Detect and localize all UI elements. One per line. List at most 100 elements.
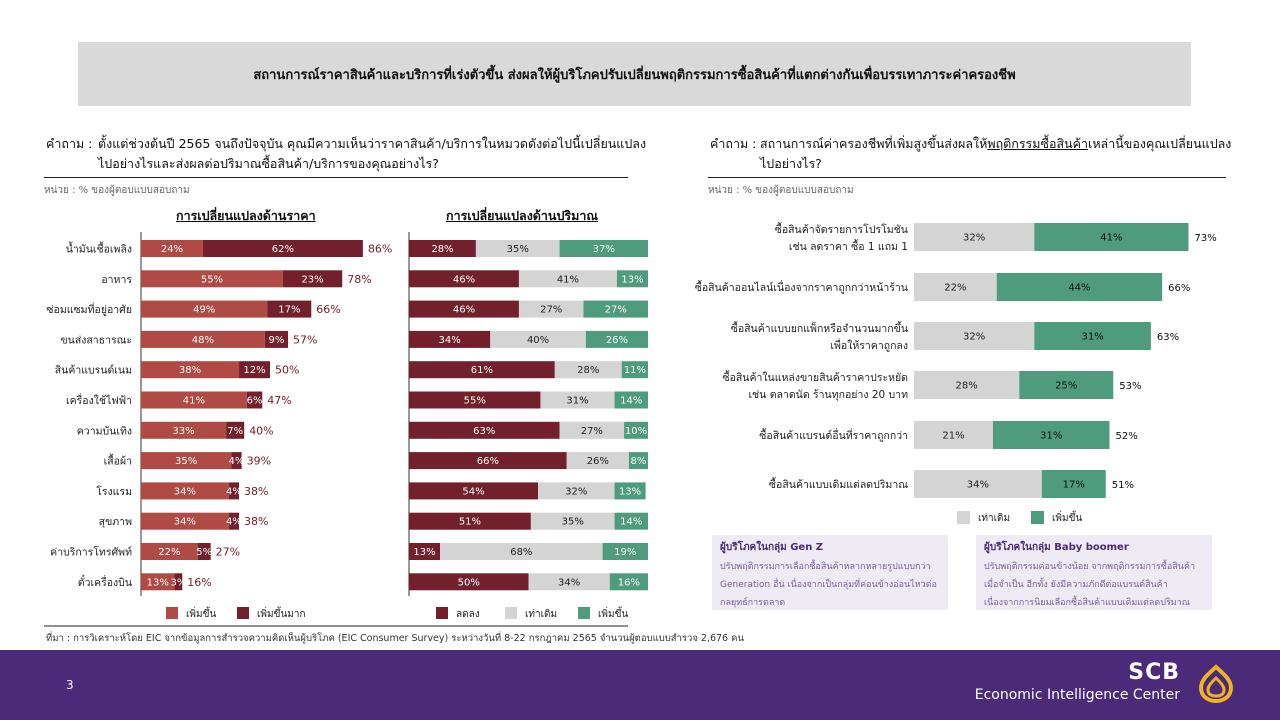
boomer-note-body: ปรับพฤติกรรมค่อนข้างน้อย จากพฤติกรรมการซ… bbox=[984, 562, 1196, 608]
qty-bar-same-label: 35% bbox=[507, 244, 529, 255]
qty-bar-decrease-label: 34% bbox=[439, 335, 461, 346]
brand-name: SCB bbox=[1128, 660, 1180, 685]
qty-bar-same bbox=[528, 573, 610, 591]
price-bar-rise-much-label: 12% bbox=[243, 365, 265, 376]
behavior-bar-same bbox=[914, 421, 993, 449]
boomer-note-title: ผู้บริโภคในกลุ่ม Baby boomer bbox=[984, 542, 1129, 553]
qty-bar-same bbox=[490, 330, 586, 348]
qty-bar-same bbox=[518, 300, 584, 318]
price-chart-title: การเปลี่ยนแปลงด้านราคา bbox=[176, 208, 316, 223]
qty-bar-increase bbox=[616, 270, 648, 288]
qty-bar-same-label: 27% bbox=[540, 305, 562, 316]
price-bar-rise-much-label: 3% bbox=[170, 577, 186, 588]
behavior-total-label: 51% bbox=[1112, 480, 1134, 491]
qty-bar-increase bbox=[614, 482, 646, 500]
qty-bar-same-label: 26% bbox=[587, 456, 609, 467]
price-bar-rise-label: 38% bbox=[179, 365, 201, 376]
behavior-bar-same-label: 34% bbox=[967, 480, 989, 491]
qty-bar-increase-label: 11% bbox=[624, 365, 646, 376]
qty-bar-increase-label: 37% bbox=[593, 244, 615, 255]
price-bar-rise-label: 24% bbox=[161, 244, 183, 255]
qty-bar-decrease bbox=[409, 573, 529, 591]
behavior-bar-increase-label: 31% bbox=[1081, 332, 1103, 343]
legend-decrease-label: ลดลง bbox=[456, 609, 480, 620]
price-total-label: 38% bbox=[244, 485, 268, 498]
legend-rise-swatch bbox=[166, 607, 178, 619]
qty-bar-decrease-label: 13% bbox=[413, 547, 435, 558]
behavior-bar-increase-label: 31% bbox=[1040, 431, 1062, 442]
price-bar-rise-much-label: 5% bbox=[196, 547, 212, 558]
qty-bar-same bbox=[538, 482, 615, 500]
behavior-bar-increase bbox=[1034, 322, 1151, 350]
behavior-category-label: ซื้อสินค้าแบรนด์อื่นที่ราคาถูกกว่า bbox=[759, 428, 908, 442]
price-bar-rise-much bbox=[174, 573, 183, 591]
qty-bar-same-label: 68% bbox=[510, 547, 532, 558]
right-question: คำถาม : สถานการณ์ค่าครองชีพที่เพิ่มสูงขึ… bbox=[710, 134, 1250, 176]
behavior-bar-increase bbox=[1041, 470, 1106, 498]
behavior-bar-same-label: 32% bbox=[963, 233, 985, 244]
qty-bar-increase-label: 19% bbox=[614, 547, 636, 558]
qty-bar-decrease-label: 61% bbox=[471, 365, 493, 376]
behavior-bar-increase bbox=[1034, 223, 1189, 251]
qty-bar-decrease bbox=[409, 270, 519, 288]
price-bar-rise bbox=[141, 543, 198, 560]
qty-bar-decrease bbox=[409, 452, 567, 470]
right-question-line2: ไปอย่างไร? bbox=[760, 156, 822, 171]
price-total-label: 40% bbox=[249, 424, 273, 437]
qty-bar-decrease bbox=[409, 421, 560, 439]
price-bar-rise-much bbox=[202, 240, 363, 257]
qty-bar-decrease bbox=[409, 482, 539, 500]
price-bar-rise-much-label: 6% bbox=[247, 396, 263, 407]
price-total-label: 86% bbox=[368, 243, 392, 256]
qty-bar-increase-label: 27% bbox=[605, 305, 627, 316]
price-bar-rise-label: 33% bbox=[172, 426, 194, 437]
behavior-category-label: เช่น ลดราคา ซื้อ 1 แถม 1 bbox=[789, 239, 908, 253]
qty-bar-decrease-label: 50% bbox=[458, 577, 480, 588]
behavior-total-label: 63% bbox=[1157, 332, 1179, 343]
behavior-bar-increase bbox=[996, 273, 1163, 301]
price-bar-rise-much bbox=[228, 482, 240, 500]
qty-bar-increase-label: 14% bbox=[620, 517, 642, 528]
behavior-bar-same bbox=[914, 371, 1020, 399]
qty-bar-increase bbox=[624, 421, 648, 439]
qty-bar-decrease-label: 63% bbox=[473, 426, 495, 437]
behavior-total-label: 73% bbox=[1194, 233, 1216, 244]
price-bar-rise-much-label: 4% bbox=[226, 486, 242, 497]
legend-behavior-increase-swatch bbox=[1031, 511, 1044, 524]
qty-bar-same-label: 34% bbox=[558, 577, 580, 588]
price-bar-rise bbox=[141, 573, 175, 591]
behavior-bar-same bbox=[914, 273, 997, 301]
qty-bar-increase bbox=[621, 361, 648, 379]
behavior-bar-same-label: 28% bbox=[956, 381, 978, 392]
boomer-note: ผู้บริโภคในกลุ่ม Baby boomer ปรับพฤติกรร… bbox=[976, 535, 1212, 610]
legend-behavior-same-swatch bbox=[957, 511, 970, 524]
qty-bar-increase-label: 26% bbox=[606, 335, 628, 346]
price-bar-rise-much bbox=[282, 270, 343, 288]
qty-bar-decrease-label: 46% bbox=[453, 305, 475, 316]
page-number: 3 bbox=[66, 678, 74, 692]
header-box: สถานการณ์ราคาสินค้าและบริการที่เร่งตัวขึ… bbox=[78, 42, 1191, 106]
qty-bar-increase bbox=[559, 240, 648, 257]
price-bar-rise bbox=[141, 482, 229, 500]
qty-bar-increase-label: 14% bbox=[620, 396, 642, 407]
legend-same-swatch bbox=[505, 607, 517, 619]
price-bar-rise bbox=[141, 270, 283, 288]
price-bar-rise-much bbox=[267, 300, 312, 318]
price-category-label: เครื่องใช้ไฟฟ้า bbox=[66, 393, 132, 407]
price-bar-rise bbox=[141, 300, 268, 318]
price-category-label: ซ่อมแซมที่อยู่อาศัย bbox=[46, 302, 132, 316]
legend-rise-label: เพิ่มขึ้น bbox=[186, 606, 216, 620]
price-bar-rise-label: 41% bbox=[183, 396, 205, 407]
price-total-label: 27% bbox=[216, 546, 240, 559]
behavior-bar-increase-label: 44% bbox=[1068, 283, 1090, 294]
right-question-line1: สถานการณ์ค่าครองชีพที่เพิ่มสูงขึ้นส่งผลใ… bbox=[760, 134, 1231, 154]
legend-same-label: เท่าเดิม bbox=[525, 609, 557, 620]
price-bar-rise bbox=[141, 361, 240, 379]
legend-behavior-increase-label: เพิ่มขึ้น bbox=[1052, 510, 1082, 524]
qty-bar-increase bbox=[609, 573, 648, 591]
qty-bar-same bbox=[518, 270, 617, 288]
right-question-part-a: สถานการณ์ค่าครองชีพที่เพิ่มสูงขึ้นส่งผลใ… bbox=[760, 136, 988, 151]
qty-bar-increase bbox=[583, 300, 648, 318]
behavior-category-label: ซื้อสินค้าแบบเดิมแต่ลดปริมาณ bbox=[769, 477, 908, 491]
behavior-bar-same bbox=[914, 470, 1042, 498]
